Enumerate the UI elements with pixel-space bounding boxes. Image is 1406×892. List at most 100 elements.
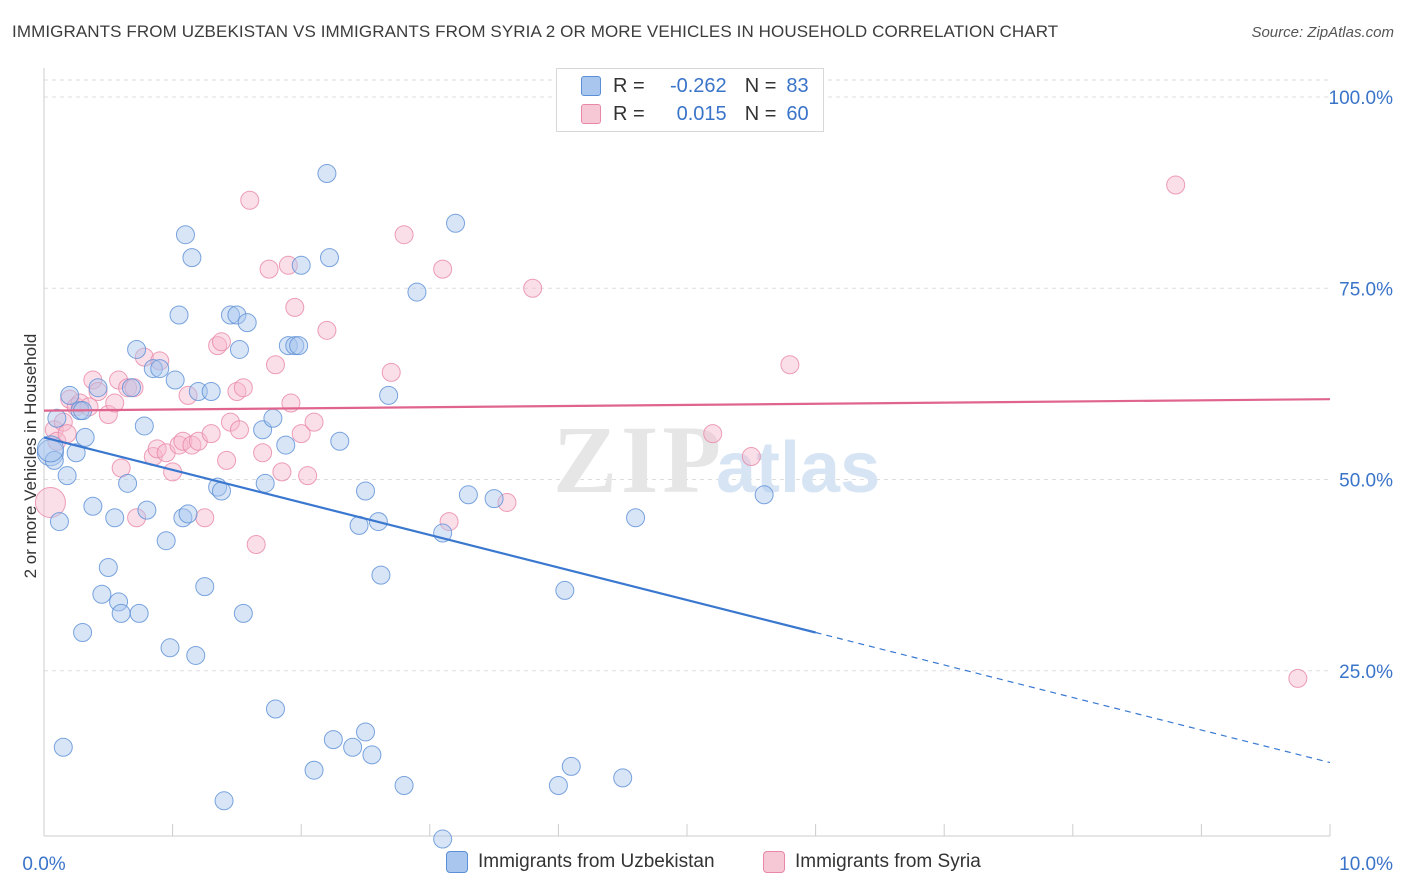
- uzbekistan-point: [220, 305, 240, 325]
- uzbekistan-point: [53, 737, 73, 757]
- syria-point: [439, 512, 459, 532]
- n-value: 83: [786, 74, 809, 97]
- syria-trendline: [43, 398, 1331, 412]
- syria-point: [741, 447, 761, 467]
- uzbekistan-point: [233, 603, 253, 623]
- uzbekistan-point: [111, 603, 131, 623]
- y-tick-label: 100.0%: [1329, 88, 1394, 109]
- syria-point: [127, 508, 147, 528]
- uzbekistan-point: [75, 427, 95, 447]
- uzbekistan-point: [561, 756, 581, 776]
- uzbekistan-point: [88, 378, 108, 398]
- uzbekistan-point: [66, 443, 86, 463]
- x-tick-label: 0.0%: [22, 854, 65, 875]
- syria-point: [291, 424, 311, 444]
- uzbekistan-point: [548, 776, 568, 795]
- uzbekistan-point: [319, 248, 339, 268]
- trendlines: [43, 398, 1331, 764]
- syria-point: [703, 424, 723, 444]
- syria-point: [201, 424, 221, 444]
- n-value: 60: [786, 102, 809, 125]
- uzbekistan-point: [182, 248, 202, 268]
- series-legend: Immigrants from Uzbekistan Immigrants fr…: [0, 851, 1406, 877]
- uzbekistan-point: [137, 500, 157, 520]
- syria-point: [394, 225, 414, 245]
- uzbekistan-point: [160, 638, 180, 658]
- syria-point: [253, 443, 273, 463]
- uzbekistan-point: [150, 359, 170, 379]
- uzbekistan-point: [323, 730, 343, 750]
- uzbekistan-point: [343, 737, 363, 757]
- uzbekistan-point: [304, 760, 324, 780]
- syria-point: [272, 462, 292, 482]
- uzbekistan-points: [36, 164, 774, 849]
- syria-point: [208, 336, 228, 356]
- syria-point: [497, 492, 517, 512]
- uzbekistan-point: [49, 512, 69, 532]
- syria-point: [178, 385, 198, 405]
- syria-point: [265, 355, 285, 375]
- legend-label-syria: Immigrants from Syria: [795, 851, 981, 872]
- uzbekistan-point: [143, 359, 163, 379]
- y-axis-label: 2 or more Vehicles in Household: [21, 334, 40, 579]
- uzbekistan-point: [433, 829, 453, 849]
- syria-point: [298, 466, 318, 486]
- uzbekistan-point: [134, 416, 154, 436]
- stats-legend-row-syria: R = 0.015 N = 60: [581, 101, 809, 127]
- uzbekistan-point: [186, 645, 206, 665]
- n-label: N =: [744, 74, 777, 97]
- uzbekistan-point: [278, 336, 298, 356]
- x-tick-label: 10.0%: [1339, 854, 1393, 875]
- uzbekistan-point: [291, 255, 311, 275]
- syria-point: [780, 355, 800, 375]
- y-tick-labels: 100.0% 75.0% 50.0% 25.0%: [1329, 88, 1394, 683]
- syria-point: [246, 535, 266, 555]
- uzbekistan-point: [227, 305, 247, 325]
- legend-item-syria[interactable]: Immigrants from Syria: [763, 851, 981, 873]
- uzbekistan-point: [356, 722, 375, 742]
- watermark-atlas: atlas: [716, 428, 880, 508]
- legend-item-uzbekistan[interactable]: Immigrants from Uzbekistan: [446, 851, 715, 873]
- uzbekistan-point: [229, 339, 249, 359]
- y-tick-label: 50.0%: [1339, 471, 1393, 492]
- uzbekistan-point: [265, 699, 285, 719]
- uzbekistan-point: [407, 282, 427, 302]
- uzbekistan-point: [105, 508, 125, 528]
- uzbekistan-point: [276, 435, 296, 455]
- uzbekistan-point: [175, 225, 195, 245]
- legend-label-uzbekistan: Immigrants from Uzbekistan: [478, 851, 715, 872]
- syria-point: [150, 351, 170, 371]
- source-credit: Source: ZipAtlas.com: [1251, 24, 1394, 41]
- axes: [43, 68, 1331, 837]
- uzbekistan-point: [73, 623, 93, 642]
- syria-legend-swatch: [763, 851, 785, 873]
- syria-point: [57, 424, 77, 444]
- syria-point: [317, 320, 337, 340]
- uzbekistan-trendline-extension: [815, 631, 1331, 764]
- watermark: ZIP atlas: [553, 406, 880, 513]
- uzbekistan-point: [178, 504, 198, 524]
- r-value: 0.015: [676, 102, 727, 125]
- uzbekistan-point: [156, 531, 176, 551]
- uzbekistan-point: [173, 508, 193, 528]
- uzbekistan-point: [362, 745, 382, 765]
- syria-point: [211, 332, 231, 352]
- uzbekistan-point: [613, 768, 633, 788]
- syria-point: [195, 508, 215, 528]
- syria-point: [285, 297, 305, 317]
- syria-point: [381, 362, 401, 382]
- y-tick-label: 75.0%: [1339, 279, 1393, 300]
- uzbekistan-trendline: [43, 436, 816, 634]
- syria-swatch: [581, 104, 601, 124]
- uzbekistan-point: [484, 489, 504, 509]
- syria-point: [229, 420, 249, 440]
- uzbekistan-point: [201, 382, 221, 402]
- uzbekistan-point: [356, 481, 375, 501]
- uzbekistan-point: [165, 370, 185, 390]
- uzbekistan-point: [289, 336, 309, 356]
- uzbekistan-legend-swatch: [446, 851, 468, 873]
- syria-point: [105, 393, 125, 413]
- uzbekistan-point: [214, 791, 234, 811]
- uzbekistan-point: [237, 313, 257, 333]
- uzbekistan-point: [92, 584, 112, 604]
